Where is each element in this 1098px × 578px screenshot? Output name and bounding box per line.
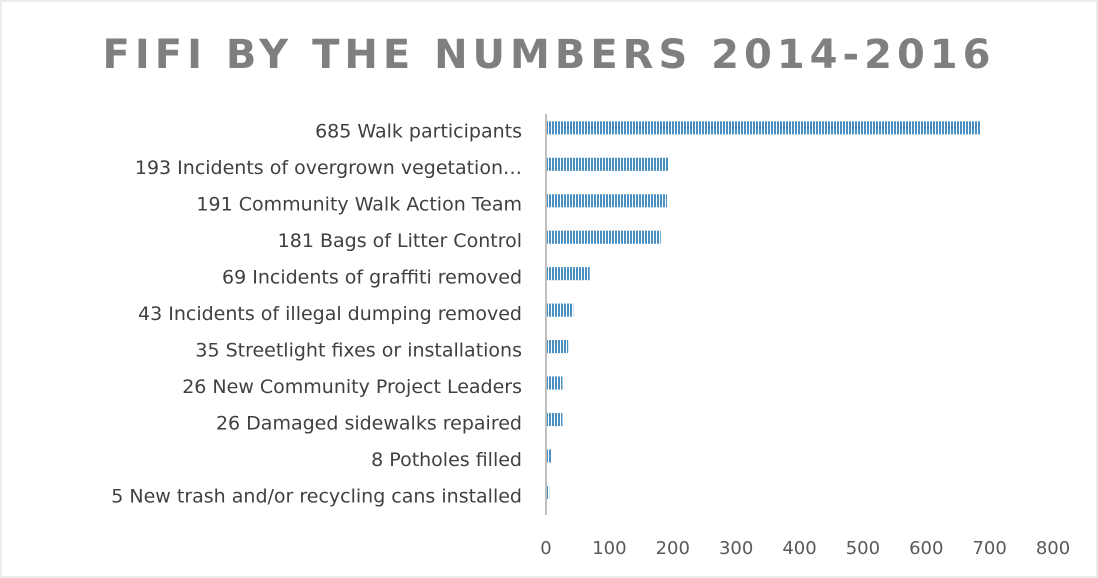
- y-tick-label: 8 Potholes filled: [371, 449, 522, 471]
- x-tick-label: 700: [972, 538, 1006, 559]
- y-tick-label: 26 New Community Project Leaders: [182, 376, 522, 398]
- y-tick-label: 685 Walk participants: [315, 121, 522, 143]
- y-tick-label: 193 Incidents of overgrown vegetation…: [135, 157, 522, 179]
- x-tick-label: 200: [656, 538, 690, 559]
- bar: [546, 121, 981, 135]
- y-tick-label: 26 Damaged sidewalks repaired: [216, 412, 522, 434]
- x-tick-label: 300: [719, 538, 753, 559]
- bar: [546, 267, 590, 281]
- y-tick-label: 43 Incidents of illegal dumping removed: [138, 303, 522, 325]
- bar: [546, 376, 563, 390]
- bar: [546, 412, 563, 427]
- bar: [546, 303, 574, 317]
- bar: [546, 157, 669, 171]
- x-tick-label: 600: [909, 538, 943, 559]
- x-tick-label: 100: [592, 538, 626, 559]
- x-tick-label: 400: [782, 538, 816, 559]
- y-tick-label: 35 Streetlight fixes or installations: [195, 339, 522, 361]
- bar: [546, 449, 552, 463]
- bar: [546, 485, 550, 499]
- x-tick-label: 500: [846, 538, 880, 559]
- y-tick-label: 5 New trash and/or recycling cans instal…: [111, 485, 522, 507]
- y-tick-label: 191 Community Walk Action Team: [196, 194, 522, 216]
- chart-title: FIFI BY THE NUMBERS 2014-2016: [103, 32, 996, 78]
- x-tick-label: 0: [540, 538, 551, 559]
- x-tick-label: 800: [1036, 538, 1070, 559]
- y-tick-label: 69 Incidents of graffiti removed: [222, 267, 522, 289]
- bar: [546, 340, 569, 354]
- y-tick-label: 181 Bags of Litter Control: [278, 230, 522, 252]
- bar: [546, 194, 668, 208]
- bar: [546, 230, 661, 244]
